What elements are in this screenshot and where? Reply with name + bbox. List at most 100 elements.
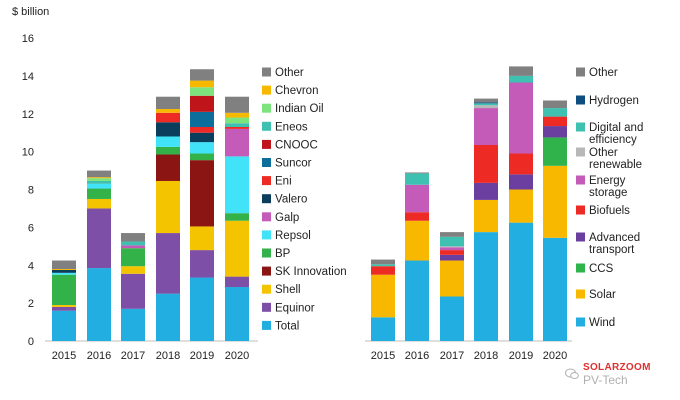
legend-label: Biofuels — [589, 205, 630, 217]
bar-segment-energy-storage — [509, 82, 533, 154]
bar-segment-biofuels — [543, 116, 567, 127]
legend-label: Hydrogen — [589, 95, 639, 107]
watermark-source: PV-Tech — [583, 373, 628, 387]
chat-bubble-icon — [565, 368, 579, 379]
x-tick-label: 2018 — [156, 350, 180, 362]
legend-item: Repsol — [262, 230, 311, 242]
bar-segment-ccs — [543, 137, 567, 166]
bar-stack-2018 — [474, 98, 498, 341]
bar-segment-shell — [156, 180, 180, 234]
bar-stack-2019 — [190, 69, 214, 341]
legend-label: CCS — [589, 263, 614, 275]
company-chart: 0 2 4 6 8 10 12 14 16 2015 2016 2017 2018 2019 2020 Oth… — [22, 33, 347, 362]
legend-item: Total — [262, 320, 299, 332]
x-tick-label: 2015 — [371, 350, 395, 362]
bar-segment-biofuels — [371, 266, 395, 275]
bar-segment-other — [474, 98, 498, 103]
legend-label: CNOOC — [275, 139, 318, 151]
bar-segment-galp — [225, 128, 249, 157]
bar-segment-equinor — [225, 276, 249, 288]
bar-segment-other — [543, 100, 567, 109]
legend-swatch — [576, 175, 585, 185]
bar-segment-other — [405, 172, 429, 174]
x-tick-label: 2017 — [121, 350, 145, 362]
legend-swatch — [576, 67, 585, 77]
bar-segment-eni — [190, 127, 214, 133]
bar-segment-repsol — [156, 136, 180, 147]
bar-segment-other — [509, 66, 533, 76]
bar-segment-energy-storage — [405, 184, 429, 213]
bar-segment-total — [190, 277, 214, 341]
bar-segment-digital-and-efficiency — [474, 103, 498, 106]
bar-segment-biofuels — [509, 153, 533, 175]
bar-segment-other — [121, 233, 145, 242]
bar-segment-advanced-transport — [474, 182, 498, 200]
legend-swatch — [262, 85, 271, 95]
bar-segment-cnooc — [190, 95, 214, 112]
bar-segment-repsol — [190, 142, 214, 154]
bar-segment-eni — [156, 112, 180, 123]
bar-segment-indian-oil — [190, 87, 214, 96]
bar-segment-other-renewable — [474, 105, 498, 109]
legend-swatch — [576, 263, 585, 273]
x-tick-label: 2017 — [440, 350, 464, 362]
bar-segment-bp — [121, 248, 145, 267]
bar-segment-other-renewable — [440, 246, 464, 248]
bar-segment-galp — [121, 245, 145, 249]
legend-item: Solar — [576, 289, 616, 301]
bar-stack-2017 — [440, 232, 464, 341]
legend-swatch — [262, 212, 271, 222]
bar-segment-biofuels — [440, 250, 464, 255]
legend-swatch — [576, 205, 585, 215]
bar-segment-total — [52, 310, 76, 341]
bar-segment-suncor — [190, 111, 214, 128]
bar-segment-bp — [190, 153, 214, 161]
bar-segment-total — [121, 308, 145, 341]
bar-segment-repsol — [87, 183, 111, 189]
x-tick-label: 2018 — [474, 350, 498, 362]
legend-label: Eneos — [275, 121, 308, 133]
bar-segment-wind — [509, 222, 533, 341]
x-tick-label: 2015 — [52, 350, 76, 362]
bar-segment-indian-oil — [87, 178, 111, 181]
bar-segment-hydrogen — [474, 102, 498, 104]
bar-segment-chevron — [225, 112, 249, 118]
bar-segment-wind — [405, 260, 429, 341]
y-tick-label: 12 — [22, 109, 34, 121]
legend-item: Valero — [262, 194, 307, 206]
legend-swatch — [262, 158, 271, 167]
bar-segment-biofuels — [405, 212, 429, 221]
legend-swatch — [262, 176, 271, 186]
legend-item: Eni — [262, 176, 292, 188]
legend-item: Indian Oil — [262, 103, 324, 115]
bar-segment-wind — [440, 296, 464, 341]
legend-label: Indian Oil — [275, 103, 324, 115]
bar-segment-wind — [474, 232, 498, 341]
bar-segment-total — [225, 287, 249, 341]
legend-swatch — [262, 248, 271, 258]
bar-segment-equinor — [190, 250, 214, 278]
legend-item: BP — [262, 248, 291, 260]
legend-label: Repsol — [275, 230, 311, 242]
bar-segment-indian-oil — [225, 117, 249, 124]
bar-segment-advanced-transport — [509, 174, 533, 190]
legend-swatch — [576, 289, 585, 299]
bar-segment-energy-storage — [440, 247, 464, 251]
bar-stack-2015 — [52, 260, 76, 341]
watermark: SOLARZOOM PV-Tech — [565, 362, 675, 392]
legend-label: Equinor — [275, 302, 315, 314]
legend-item: Shell — [262, 284, 301, 296]
bar-segment-repsol — [225, 156, 249, 214]
legend-label: Valero — [275, 194, 307, 206]
legend-label: Wind — [589, 317, 615, 329]
bar-stack-2016 — [87, 170, 111, 341]
legend-swatch — [576, 147, 585, 157]
legend-label: Eni — [275, 176, 292, 188]
legend-item: Other — [576, 67, 618, 79]
bar-segment-other — [156, 96, 180, 110]
bar-segment-digital-and-efficiency — [371, 264, 395, 267]
y-axis-title: $ billion — [12, 6, 49, 18]
